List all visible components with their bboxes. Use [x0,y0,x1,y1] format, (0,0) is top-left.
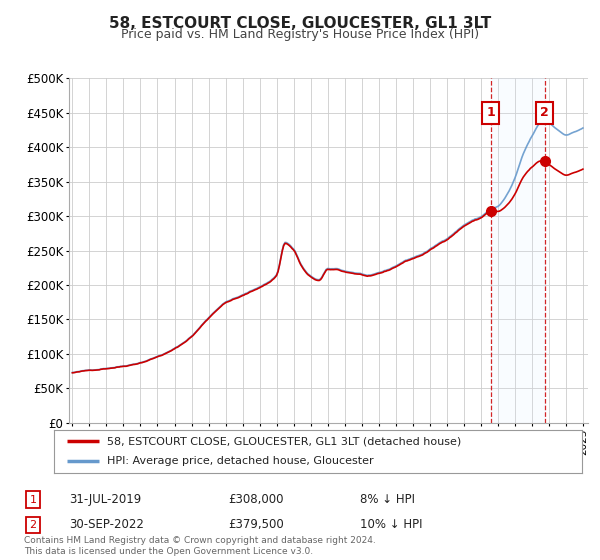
Text: 31-JUL-2019: 31-JUL-2019 [69,493,141,506]
Text: £308,000: £308,000 [228,493,284,506]
Text: 8% ↓ HPI: 8% ↓ HPI [360,493,415,506]
Text: 1: 1 [29,494,37,505]
Text: 2: 2 [29,520,37,530]
Text: Price paid vs. HM Land Registry's House Price Index (HPI): Price paid vs. HM Land Registry's House … [121,28,479,41]
Text: 30-SEP-2022: 30-SEP-2022 [69,518,144,531]
Text: 1: 1 [487,106,495,119]
Bar [491,78,545,423]
Text: 10% ↓ HPI: 10% ↓ HPI [360,518,422,531]
Text: 58, ESTCOURT CLOSE, GLOUCESTER, GL1 3LT: 58, ESTCOURT CLOSE, GLOUCESTER, GL1 3LT [109,16,491,31]
Text: Contains HM Land Registry data © Crown copyright and database right 2024.
This d: Contains HM Land Registry data © Crown c… [24,536,376,556]
Text: 2: 2 [540,106,549,119]
Text: 58, ESTCOURT CLOSE, GLOUCESTER, GL1 3LT (detached house): 58, ESTCOURT CLOSE, GLOUCESTER, GL1 3LT … [107,436,461,446]
Text: £379,500: £379,500 [228,518,284,531]
Text: HPI: Average price, detached house, Gloucester: HPI: Average price, detached house, Glou… [107,456,373,466]
